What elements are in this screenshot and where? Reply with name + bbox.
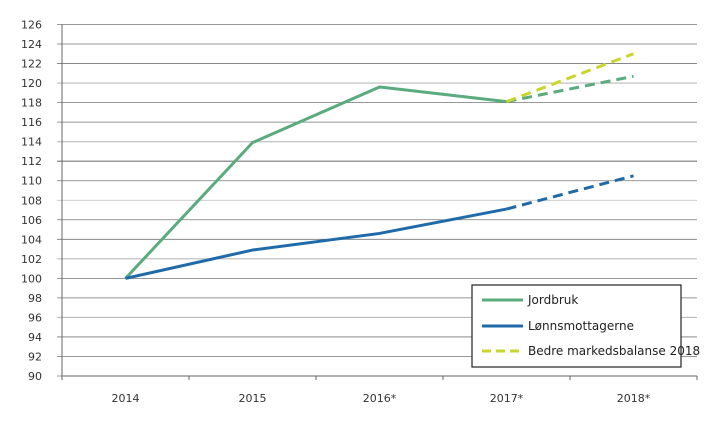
y-tick-label: 104 xyxy=(21,233,42,246)
y-tick-label: 102 xyxy=(21,253,42,266)
series-line-0 xyxy=(124,85,507,280)
y-tick-label: 114 xyxy=(21,136,42,149)
y-axis: 90 92 94 96 98 100 102 104 106 108 110 112 114 116 118… xyxy=(21,19,63,383)
y-tick-label: 108 xyxy=(21,194,42,207)
legend-label-jordbruk: Jordbruk xyxy=(527,293,578,307)
gridlines xyxy=(57,24,697,377)
y-tick-label: 90 xyxy=(28,370,42,383)
y-tick-label: 124 xyxy=(21,38,42,51)
y-tick-label: 92 xyxy=(28,350,42,363)
series-line-projection-1 xyxy=(506,174,634,211)
y-tick-label: 118 xyxy=(21,97,42,110)
y-tick-label: 98 xyxy=(28,292,42,305)
x-tick-label: 2017* xyxy=(490,392,524,405)
y-tick-label: 94 xyxy=(28,331,42,344)
series-lines xyxy=(124,52,635,280)
y-tick-label: 116 xyxy=(21,116,42,129)
series-line-projection-0 xyxy=(506,74,634,104)
x-axis: 2014 2015 2016* 2017* 2018* xyxy=(61,375,698,405)
series-line-1 xyxy=(125,207,507,280)
x-tick-label: 2014 xyxy=(112,392,140,405)
legend: Jordbruk Lønnsmottagerne Bedre markedsba… xyxy=(471,284,700,368)
y-tick-label: 126 xyxy=(21,19,42,32)
y-tick-label: 122 xyxy=(21,58,42,71)
x-tick-label: 2015 xyxy=(239,392,267,405)
y-tick-label: 112 xyxy=(21,155,42,168)
x-tick-label: 2016* xyxy=(363,392,397,405)
x-tick-label: 2018* xyxy=(617,392,651,405)
y-tick-label: 100 xyxy=(21,272,42,285)
legend-label-lonnsmottagerne: Lønnsmottagerne xyxy=(528,319,634,333)
y-tick-label: 110 xyxy=(21,175,42,188)
y-tick-label: 106 xyxy=(21,214,42,227)
y-tick-label: 96 xyxy=(28,311,42,324)
legend-label-bedre-markedsbalanse: Bedre markedsbalanse 2018 xyxy=(528,344,700,358)
y-tick-label: 120 xyxy=(21,77,42,90)
series-line-2 xyxy=(505,52,635,104)
